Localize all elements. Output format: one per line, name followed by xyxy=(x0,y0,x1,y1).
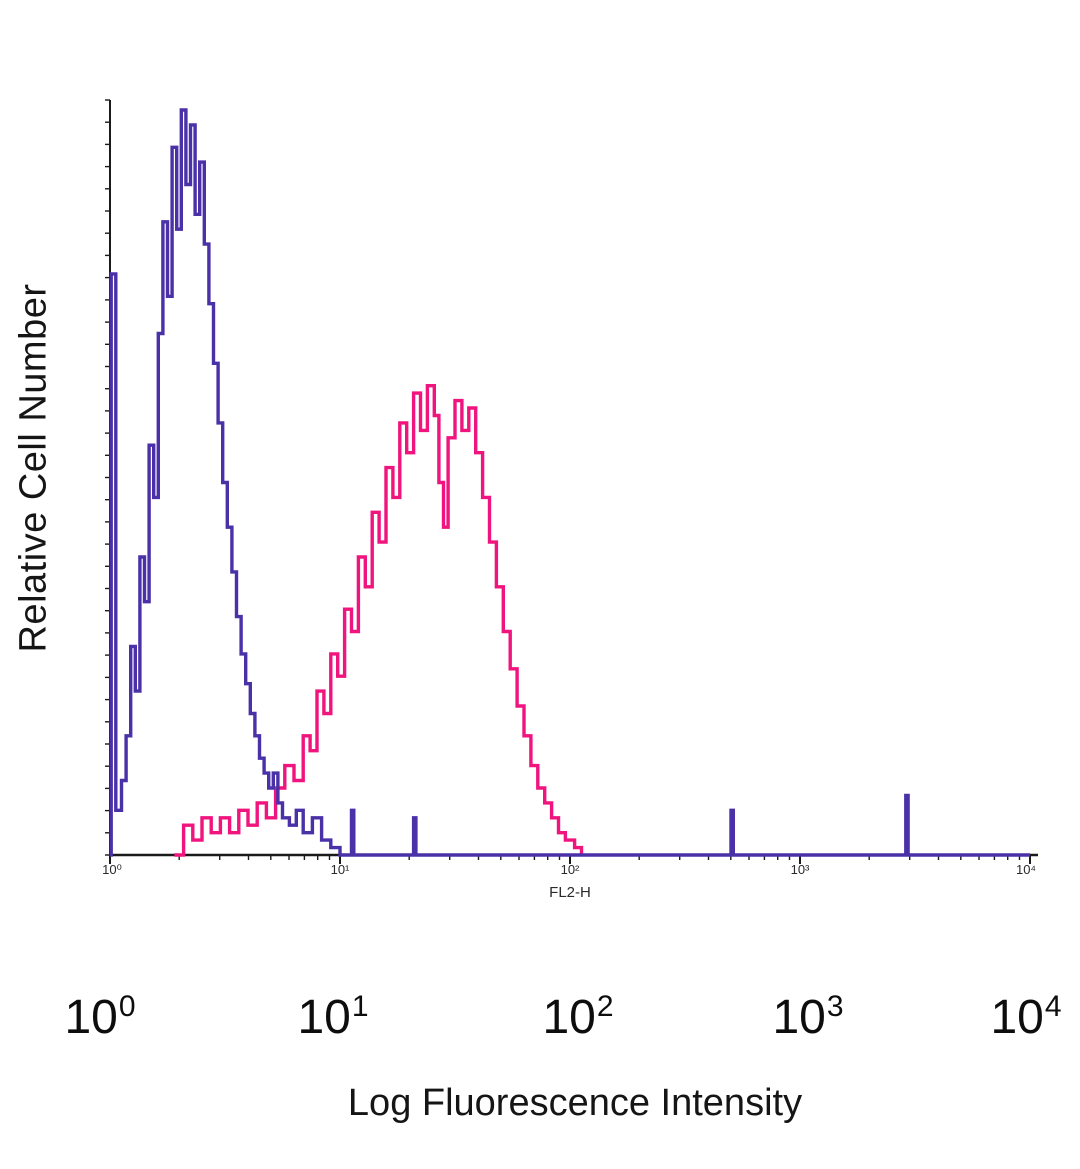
outer-tick-10e1: 101 xyxy=(297,990,368,1045)
inner-tick-10e1: 10¹ xyxy=(330,862,350,877)
tick-base: 10 xyxy=(297,991,351,1044)
tick-exponent: 0 xyxy=(118,990,136,1023)
tick-exponent: 4 xyxy=(1044,990,1062,1023)
outer-tick-10e2: 102 xyxy=(542,990,613,1045)
inner-axis-name: FL2-H xyxy=(549,884,591,901)
inner-tick-10e0: 10⁰ xyxy=(102,862,122,877)
outer-tick-10e4: 104 xyxy=(990,990,1061,1045)
pink-histogram-curve xyxy=(174,384,584,857)
inner-tick-10e2: 10² xyxy=(560,862,580,877)
purple-histogram-curve xyxy=(109,108,1030,857)
tick-exponent: 2 xyxy=(596,990,614,1023)
tick-exponent: 3 xyxy=(826,990,844,1023)
inner-tick-10e3: 10³ xyxy=(790,862,810,877)
tick-base: 10 xyxy=(64,991,118,1044)
tick-base: 10 xyxy=(542,991,596,1044)
tick-base: 10 xyxy=(990,991,1044,1044)
inner-tick-10e4: 10⁴ xyxy=(1015,862,1037,877)
tick-base: 10 xyxy=(772,991,826,1044)
outer-tick-10e0: 100 xyxy=(64,990,135,1045)
histogram-plot-canvas xyxy=(105,99,1038,864)
outer-tick-10e3: 103 xyxy=(772,990,843,1045)
x-axis-label: Log Fluorescence Intensity xyxy=(347,1082,803,1124)
tick-exponent: 1 xyxy=(351,990,369,1023)
y-axis-label: Relative Cell Number xyxy=(12,283,55,653)
